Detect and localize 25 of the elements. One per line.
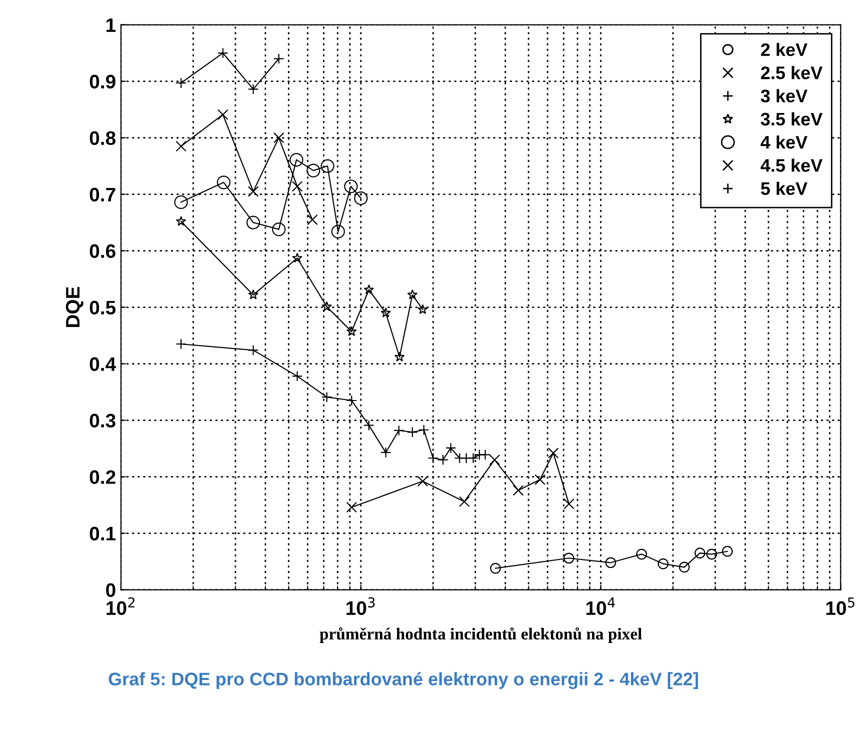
x-tick-label: 10$^{4}$ [586, 597, 615, 616]
x-tick-label: 10$^{3}$ [346, 597, 375, 616]
x-tick-label: 10$^{5}$ [826, 597, 854, 616]
y-tick-label: 0.6 [90, 244, 116, 258]
y-tick-label: 0.9 [90, 74, 116, 89]
legend-label: 2.5 keV [761, 66, 822, 80]
y-tick-label: 0.7 [90, 188, 116, 202]
legend-label: 5 keV [760, 182, 808, 196]
y-tick-label: 0.8 [90, 131, 116, 146]
y-tick-label: 0 [106, 583, 116, 597]
legend-label: 4.5 keV [760, 158, 822, 172]
y-tick-label: 1 [106, 18, 116, 32]
x-tick-label: 10$^{2}$ [106, 597, 135, 616]
text: Graf 5: DQE pro CCD bombardované elektrony o energii 2 - 4keV [22] [108, 672, 698, 690]
legend-label: 2 keV [761, 42, 808, 56]
y-tick-label: 0.2 [90, 470, 116, 484]
y-tick-label: 0.5 [90, 300, 116, 315]
x-axis-title: průměrná hodnta incidentů elektonů na pixel [320, 627, 642, 643]
y-tick-label: 0.1 [90, 526, 116, 540]
legend-label: 3.5 keV [760, 112, 822, 126]
y-axis-title: DQE [66, 286, 84, 328]
y-tick-label: 0.4 [90, 357, 116, 372]
y-tick-label: 0.3 [90, 414, 116, 428]
legend-label: 4 keV [760, 135, 808, 149]
legend-label: 3 keV [760, 89, 808, 102]
